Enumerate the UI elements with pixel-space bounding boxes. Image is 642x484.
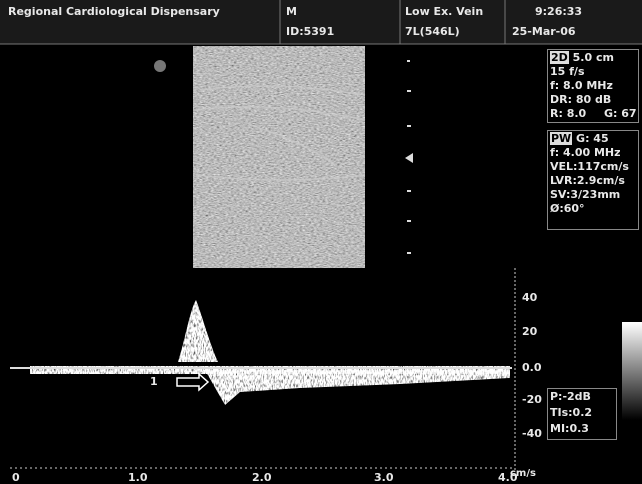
time-label: 0 (12, 472, 20, 484)
dynamic-range: DR: 80 dB (550, 94, 611, 106)
probe: 7L(546L) (405, 26, 460, 38)
panel-pw: PW G: 45 f: 4.00 MHz VEL:117cm/s LVR:2.9… (547, 130, 639, 230)
frequency: f: 8.0 MHz (550, 80, 613, 92)
tis: TIs:0.2 (550, 407, 592, 419)
ultrasound-screen: {"header": {"facility": "Regional Cardio… (0, 0, 642, 484)
angle: Ø:60° (550, 203, 585, 215)
velocity-label: 20 (522, 326, 537, 338)
power: P:-2dB (550, 391, 591, 403)
marker: 1 (150, 376, 158, 388)
exam: Low Ex. Vein (405, 6, 483, 18)
frequency: f: 4.00 MHz (550, 147, 621, 159)
lvr: LVR:2.9cm/s (550, 175, 625, 187)
time-label: 4.0 (498, 472, 518, 484)
date: 25-Mar-06 (512, 26, 576, 38)
facility: Regional Cardiological Dispensary (8, 6, 220, 18)
gain: G: 67 (604, 108, 637, 120)
panel-2d: 2D 5.0 cm 15 f/s f: 8.0 MHz DR: 80 dB R:… (547, 49, 639, 123)
mode-2d: 2D (550, 51, 569, 64)
b-mode-image (193, 46, 365, 268)
time: 9:26:33 (535, 6, 582, 18)
sample-volume: SV:3/23mm (550, 189, 620, 201)
time-label: 3.0 (374, 472, 394, 484)
arrow (177, 374, 208, 390)
grayscale-bar (622, 322, 642, 420)
doppler-peak (178, 300, 218, 362)
patient-id: ID:5391 (286, 26, 334, 38)
mi: MI:0.3 (550, 423, 589, 435)
time-label: 1.0 (128, 472, 148, 484)
depth-markers (405, 60, 413, 254)
doppler-spectrum (205, 370, 510, 405)
velocity-label: 40 (522, 292, 537, 304)
graphics (0, 0, 642, 484)
gain: G: 45 (576, 132, 609, 145)
mode-pw: PW (550, 132, 572, 145)
r-value: R: 8.0 (550, 108, 586, 120)
frame-rate: 15 f/s (550, 66, 585, 78)
velocity-label: -40 (522, 428, 542, 440)
time-label: 2.0 (252, 472, 272, 484)
panel-output: P:-2dB TIs:0.2 MI:0.3 (547, 388, 617, 440)
velocity-label: 0.0 (522, 362, 542, 374)
patient-sex: M (286, 6, 297, 18)
focus-dot (154, 60, 166, 72)
depth: 5.0 cm (573, 51, 614, 64)
velocity-label: -20 (522, 394, 542, 406)
velocity: VEL:117cm/s (550, 161, 629, 173)
